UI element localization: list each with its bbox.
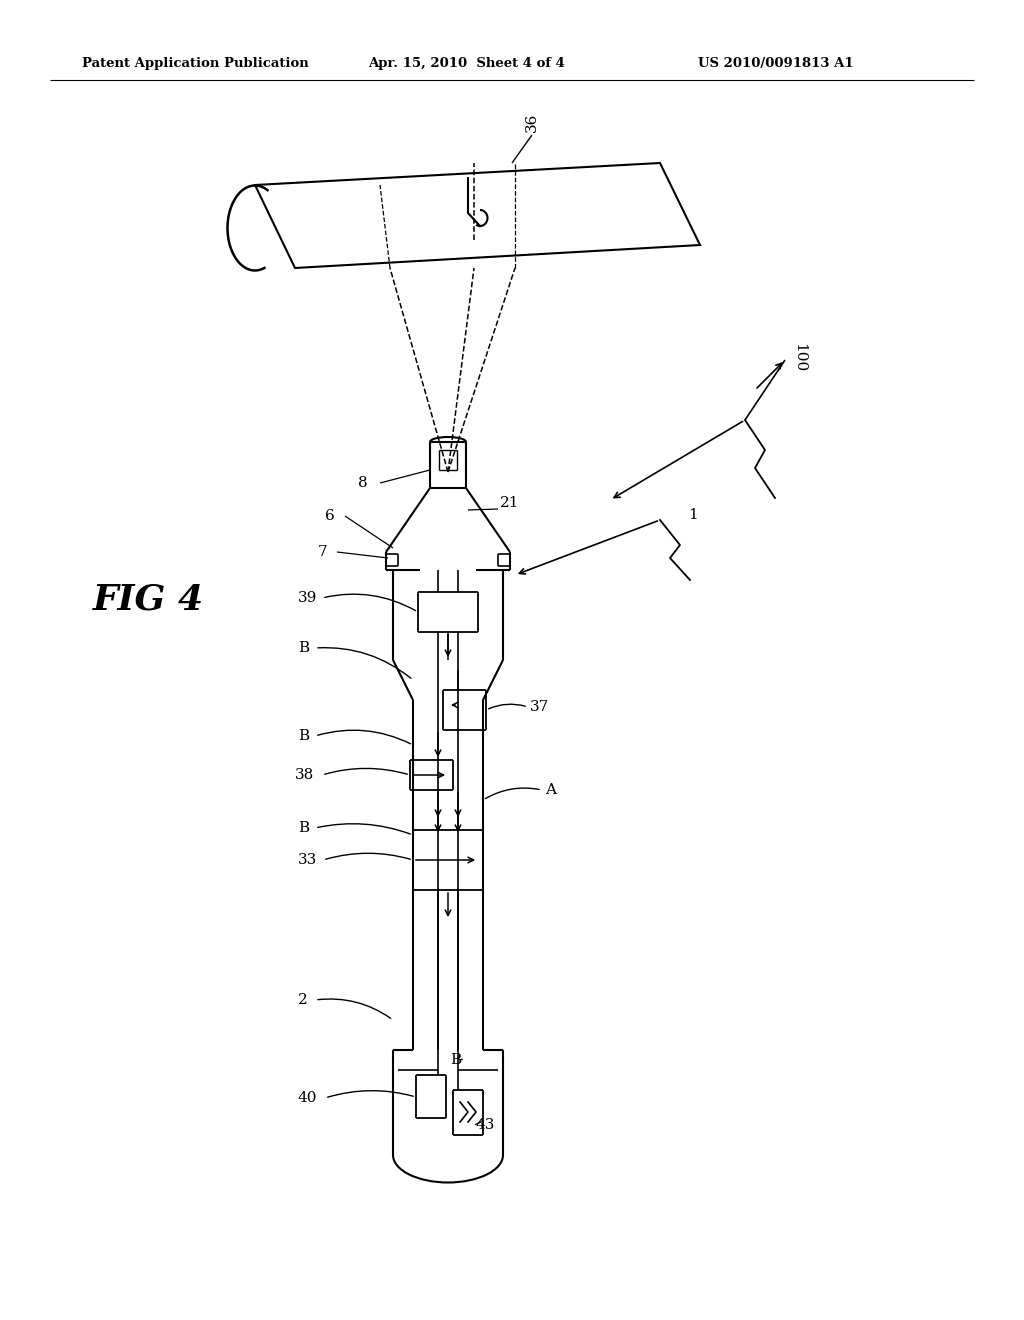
Text: 36: 36 (525, 112, 539, 132)
Text: 6: 6 (325, 510, 335, 523)
Text: Patent Application Publication: Patent Application Publication (82, 58, 309, 70)
Text: US 2010/0091813 A1: US 2010/0091813 A1 (698, 58, 854, 70)
Text: 39: 39 (298, 591, 317, 605)
Text: B: B (450, 1053, 461, 1067)
Text: 2: 2 (298, 993, 308, 1007)
Text: B: B (298, 642, 309, 655)
Text: 43: 43 (475, 1118, 495, 1133)
Text: Apr. 15, 2010  Sheet 4 of 4: Apr. 15, 2010 Sheet 4 of 4 (368, 58, 565, 70)
Text: B: B (298, 729, 309, 743)
Text: B: B (298, 821, 309, 836)
Text: A: A (545, 783, 556, 797)
Text: 1: 1 (688, 508, 697, 521)
Text: 37: 37 (530, 700, 549, 714)
Text: 33: 33 (298, 853, 317, 867)
Text: 40: 40 (298, 1092, 317, 1105)
Text: 7: 7 (318, 545, 328, 558)
Text: FIG 4: FIG 4 (92, 583, 204, 616)
Text: 21: 21 (500, 496, 519, 510)
Text: 38: 38 (295, 768, 314, 781)
Text: 8: 8 (358, 477, 368, 490)
Text: 100: 100 (792, 343, 806, 372)
